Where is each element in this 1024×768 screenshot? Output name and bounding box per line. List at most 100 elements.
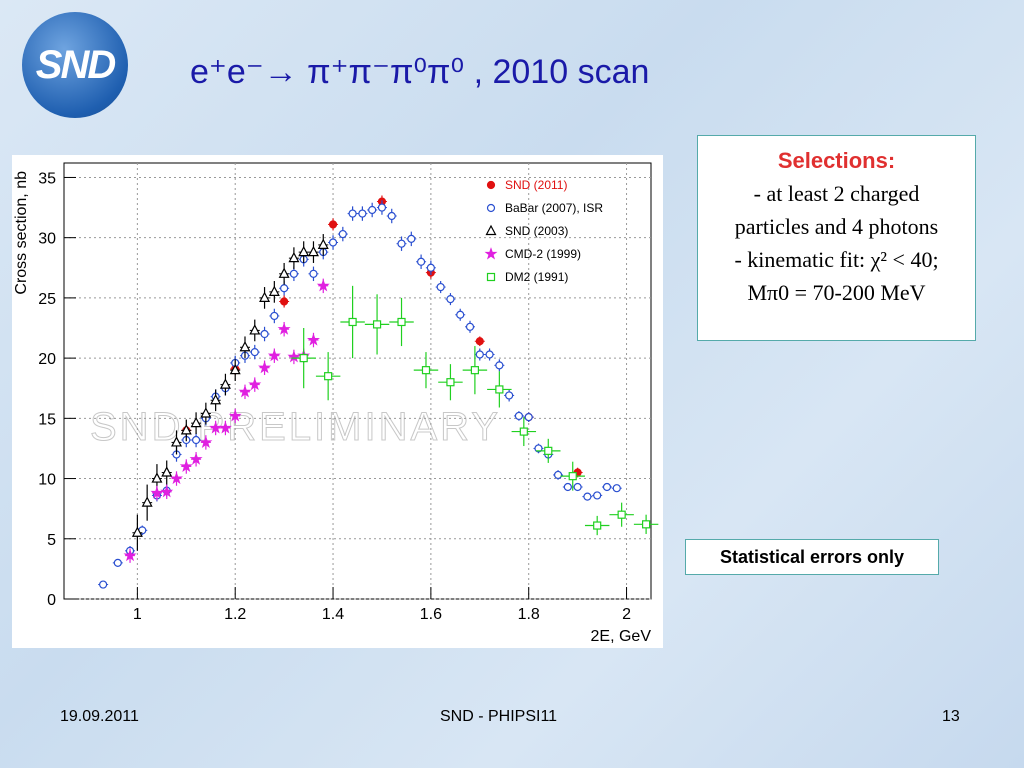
point — [160, 484, 174, 498]
note-box: Statistical errors only — [685, 539, 939, 575]
point — [328, 220, 338, 229]
point — [642, 520, 651, 529]
legend-marker — [484, 247, 498, 260]
y-tick-label: 10 — [38, 472, 56, 489]
point — [573, 482, 582, 492]
point — [210, 393, 222, 405]
point — [593, 521, 602, 530]
y-tick-label: 35 — [38, 170, 56, 187]
point — [568, 472, 577, 481]
x-tick-label: 1 — [133, 606, 142, 623]
point — [123, 548, 137, 562]
y-tick-label: 15 — [38, 411, 56, 428]
point — [416, 257, 426, 266]
point — [348, 209, 357, 218]
legend-marker — [486, 203, 496, 213]
point — [113, 558, 122, 567]
point — [505, 391, 514, 400]
selection-line: particles and 4 photons — [734, 214, 939, 239]
point — [338, 229, 347, 239]
footer-date: 19.09.2011 — [60, 708, 139, 725]
point — [446, 294, 455, 304]
logo: SND — [22, 12, 128, 118]
point — [397, 317, 406, 327]
slide-title: e⁺e⁻→ π⁺π⁻π⁰π⁰ , 2010 scan — [190, 53, 650, 91]
point — [191, 435, 201, 445]
point — [141, 496, 153, 507]
point — [278, 267, 290, 278]
point — [456, 310, 465, 319]
footer-center: SND - PHIPSI11 — [440, 708, 558, 725]
y-tick-label: 20 — [38, 351, 56, 368]
point — [190, 416, 202, 428]
point — [249, 324, 261, 335]
point — [259, 291, 271, 302]
point — [372, 320, 382, 329]
point — [287, 350, 301, 363]
point — [553, 470, 563, 480]
point — [307, 245, 319, 257]
selections-box: Selections: - at least 2 charged particl… — [697, 135, 976, 341]
point — [475, 350, 484, 359]
point — [209, 421, 223, 434]
legend-label: SND (2011) — [505, 178, 567, 192]
selection-line: Mπ0 = 70-200 MeV — [747, 280, 926, 305]
point — [534, 444, 543, 453]
point — [306, 333, 320, 346]
x-tick-label: 1.8 — [518, 606, 540, 623]
point — [248, 377, 262, 391]
point — [277, 322, 291, 335]
point — [131, 526, 143, 537]
point — [593, 491, 602, 500]
point — [465, 322, 475, 331]
plot-frame — [63, 162, 652, 600]
point — [229, 363, 241, 375]
legend-label: DM2 (1991) — [505, 270, 568, 284]
legend-marker — [486, 180, 496, 190]
y-tick-label: 30 — [38, 231, 56, 248]
point — [563, 482, 572, 492]
point — [495, 385, 504, 394]
point — [258, 360, 272, 374]
point — [514, 411, 524, 421]
point — [280, 297, 289, 306]
point — [280, 284, 289, 293]
point — [407, 234, 416, 243]
x-tick-label: 2 — [622, 606, 631, 623]
x-axis-label: 2E, GeV — [591, 628, 652, 645]
point — [150, 486, 164, 499]
point — [544, 446, 553, 455]
point — [612, 484, 621, 493]
point — [470, 366, 479, 375]
watermark: SND PRELIMINARY — [90, 405, 501, 449]
point — [289, 269, 299, 278]
point — [421, 366, 431, 375]
point — [309, 269, 318, 278]
point — [426, 263, 435, 272]
x-tick-label: 1.4 — [322, 606, 344, 623]
point — [250, 347, 259, 357]
point — [368, 205, 377, 215]
point — [99, 580, 108, 589]
point — [267, 348, 281, 362]
point — [495, 361, 504, 370]
point — [219, 378, 231, 389]
point — [397, 239, 406, 248]
point — [199, 435, 213, 448]
selections-heading: Selections: — [777, 148, 896, 173]
point — [317, 238, 329, 250]
point — [161, 466, 173, 477]
selection-line: - at least 2 charged — [753, 181, 920, 206]
point — [348, 317, 357, 327]
point — [387, 211, 396, 221]
point — [446, 378, 455, 387]
selection-line: - kinematic fit: χ² < 40; — [734, 247, 939, 272]
point — [200, 407, 212, 418]
point — [179, 459, 193, 473]
legend-label: BaBar (2007), ISR — [505, 201, 603, 215]
point — [475, 337, 484, 346]
y-tick-label: 0 — [47, 592, 56, 609]
point — [238, 385, 252, 398]
point — [316, 279, 330, 292]
